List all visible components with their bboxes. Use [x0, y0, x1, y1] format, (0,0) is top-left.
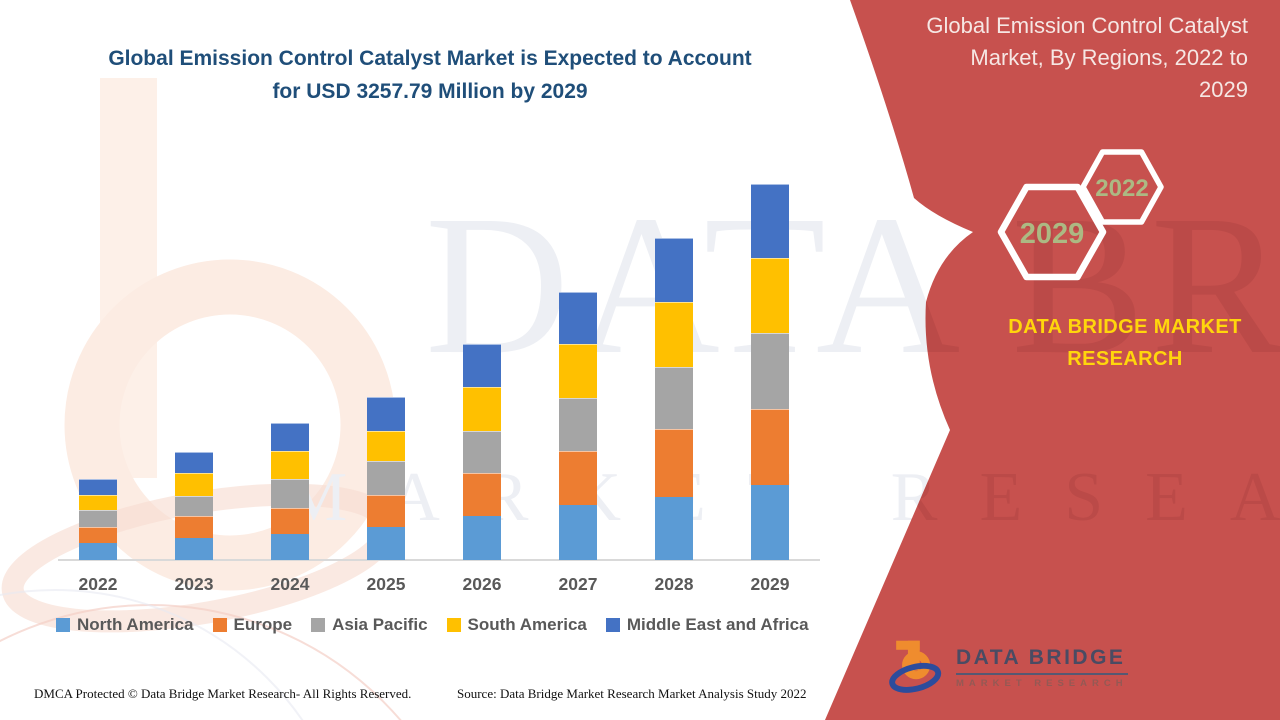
x-tick-2023: 2023 — [174, 574, 214, 594]
x-tick-2026: 2026 — [462, 574, 502, 594]
source-note: Source: Data Bridge Market Research Mark… — [457, 686, 807, 701]
brand-name-line1: DATA BRIDGE MARKET — [1008, 316, 1242, 338]
segment-2024-middle-east-and-africa — [271, 423, 309, 451]
legend-label: Europe — [233, 615, 293, 634]
legend-label: North America — [77, 615, 194, 634]
x-axis-line — [58, 559, 820, 561]
bar-2022 — [79, 479, 117, 560]
segment-2022-north-america — [79, 543, 117, 560]
bar-2025 — [367, 397, 405, 560]
page-title-line1: Global Emission Control Catalyst Market … — [108, 47, 752, 70]
legend-item-south-america: South America — [446, 615, 587, 635]
legend-swatch — [212, 618, 227, 632]
segment-2024-asia-pacific — [271, 479, 309, 508]
segment-2025-south-america — [367, 431, 405, 461]
legend-label: Middle East and Africa — [626, 615, 809, 634]
bar-2023 — [175, 452, 213, 560]
segment-2022-south-america — [79, 495, 117, 510]
x-tick-2022: 2022 — [78, 574, 118, 594]
segment-2028-asia-pacific — [655, 367, 693, 429]
segment-2029-north-america — [751, 485, 789, 560]
page-title-line2: for USD 3257.79 Million by 2029 — [272, 80, 588, 103]
segment-2024-south-america — [271, 451, 309, 479]
legend-swatch — [311, 618, 326, 632]
segment-2023-europe — [175, 516, 213, 538]
segment-2023-middle-east-and-africa — [175, 452, 213, 473]
segment-2029-south-america — [751, 258, 789, 333]
hexagon-badges: 2022 2029 — [997, 149, 1164, 281]
segment-2023-asia-pacific — [175, 496, 213, 516]
page-title: Global Emission Control Catalyst Market … — [40, 42, 820, 108]
bar-2028 — [655, 238, 693, 560]
segment-2026-asia-pacific — [463, 431, 501, 473]
segment-2026-middle-east-and-africa — [463, 344, 501, 387]
segment-2027-europe — [559, 451, 597, 505]
legend-swatch — [56, 618, 70, 632]
x-tick-2029: 2029 — [750, 574, 790, 594]
bar-2027 — [559, 292, 597, 560]
databridge-logo-icon — [889, 640, 942, 693]
segment-2028-middle-east-and-africa — [655, 238, 693, 302]
legend-item-north-america: North America — [56, 615, 194, 635]
segment-2022-europe — [79, 527, 117, 543]
x-tick-2024: 2024 — [270, 574, 310, 594]
segment-2029-middle-east-and-africa — [751, 184, 789, 258]
dmca-notice: DMCA Protected © Data Bridge Market Rese… — [34, 686, 412, 701]
segment-2025-north-america — [367, 527, 405, 560]
segment-2024-north-america — [271, 534, 309, 560]
segment-2025-asia-pacific — [367, 461, 405, 495]
logo-subtitle: MARKET RESEARCH — [956, 677, 1128, 689]
x-tick-2025: 2025 — [366, 574, 406, 594]
hexagon-2022-label: 2022 — [1095, 175, 1148, 202]
brand-name-line2: RESEARCH — [1067, 348, 1183, 370]
segment-2028-north-america — [655, 497, 693, 560]
segment-2027-south-america — [559, 344, 597, 398]
panel-heading-line1: Global Emission Control Catalyst — [926, 13, 1248, 38]
segment-2027-north-america — [559, 505, 597, 560]
bar-2024 — [271, 423, 309, 560]
legend-item-asia-pacific: Asia Pacific — [311, 615, 428, 635]
bar-2026 — [463, 344, 501, 560]
segment-2023-north-america — [175, 538, 213, 560]
segment-2026-europe — [463, 473, 501, 516]
panel-heading: Global Emission Control Catalyst Market,… — [868, 10, 1248, 106]
legend-label: South America — [467, 615, 587, 634]
segment-2025-europe — [367, 495, 405, 527]
databridge-logo: DATA BRIDGE MARKET RESEARCH — [888, 636, 1128, 698]
legend-label: Asia Pacific — [332, 615, 428, 634]
segment-2022-asia-pacific — [79, 510, 117, 527]
red-panel-shape — [825, 0, 1280, 720]
x-tick-2028: 2028 — [654, 574, 694, 594]
legend-swatch — [605, 618, 620, 632]
logo-title: DATA BRIDGE — [956, 646, 1128, 675]
segment-2029-asia-pacific — [751, 333, 789, 409]
segment-2029-europe — [751, 409, 789, 485]
legend-item-europe: Europe — [212, 615, 293, 635]
segment-2028-south-america — [655, 302, 693, 367]
brand-name-text: DATA BRIDGE MARKET RESEARCH — [975, 311, 1275, 375]
segment-2025-middle-east-and-africa — [367, 397, 405, 431]
legend-swatch — [446, 618, 461, 632]
segment-2027-asia-pacific — [559, 398, 597, 451]
panel-heading-line3: 2029 — [1199, 77, 1248, 102]
chart-legend: North America Europe Asia Pacific South Ame… — [56, 615, 809, 635]
bar-2029 — [751, 184, 789, 560]
segment-2022-middle-east-and-africa — [79, 479, 117, 495]
x-tick-2027: 2027 — [558, 574, 598, 594]
hexagon-2029 — [997, 183, 1107, 281]
segment-2028-europe — [655, 429, 693, 497]
segment-2024-europe — [271, 508, 309, 534]
databridge-logo-text: DATA BRIDGE MARKET RESEARCH — [956, 646, 1128, 689]
hexagon-2029-label: 2029 — [1020, 218, 1085, 250]
panel-heading-line2: Market, By Regions, 2022 to — [970, 45, 1248, 70]
legend-item-middle-east-and-africa: Middle East and Africa — [605, 615, 809, 635]
segment-2023-south-america — [175, 473, 213, 496]
segment-2026-south-america — [463, 387, 501, 431]
segment-2026-north-america — [463, 516, 501, 560]
hexagon-2022 — [1080, 149, 1164, 225]
segment-2027-middle-east-and-africa — [559, 292, 597, 344]
